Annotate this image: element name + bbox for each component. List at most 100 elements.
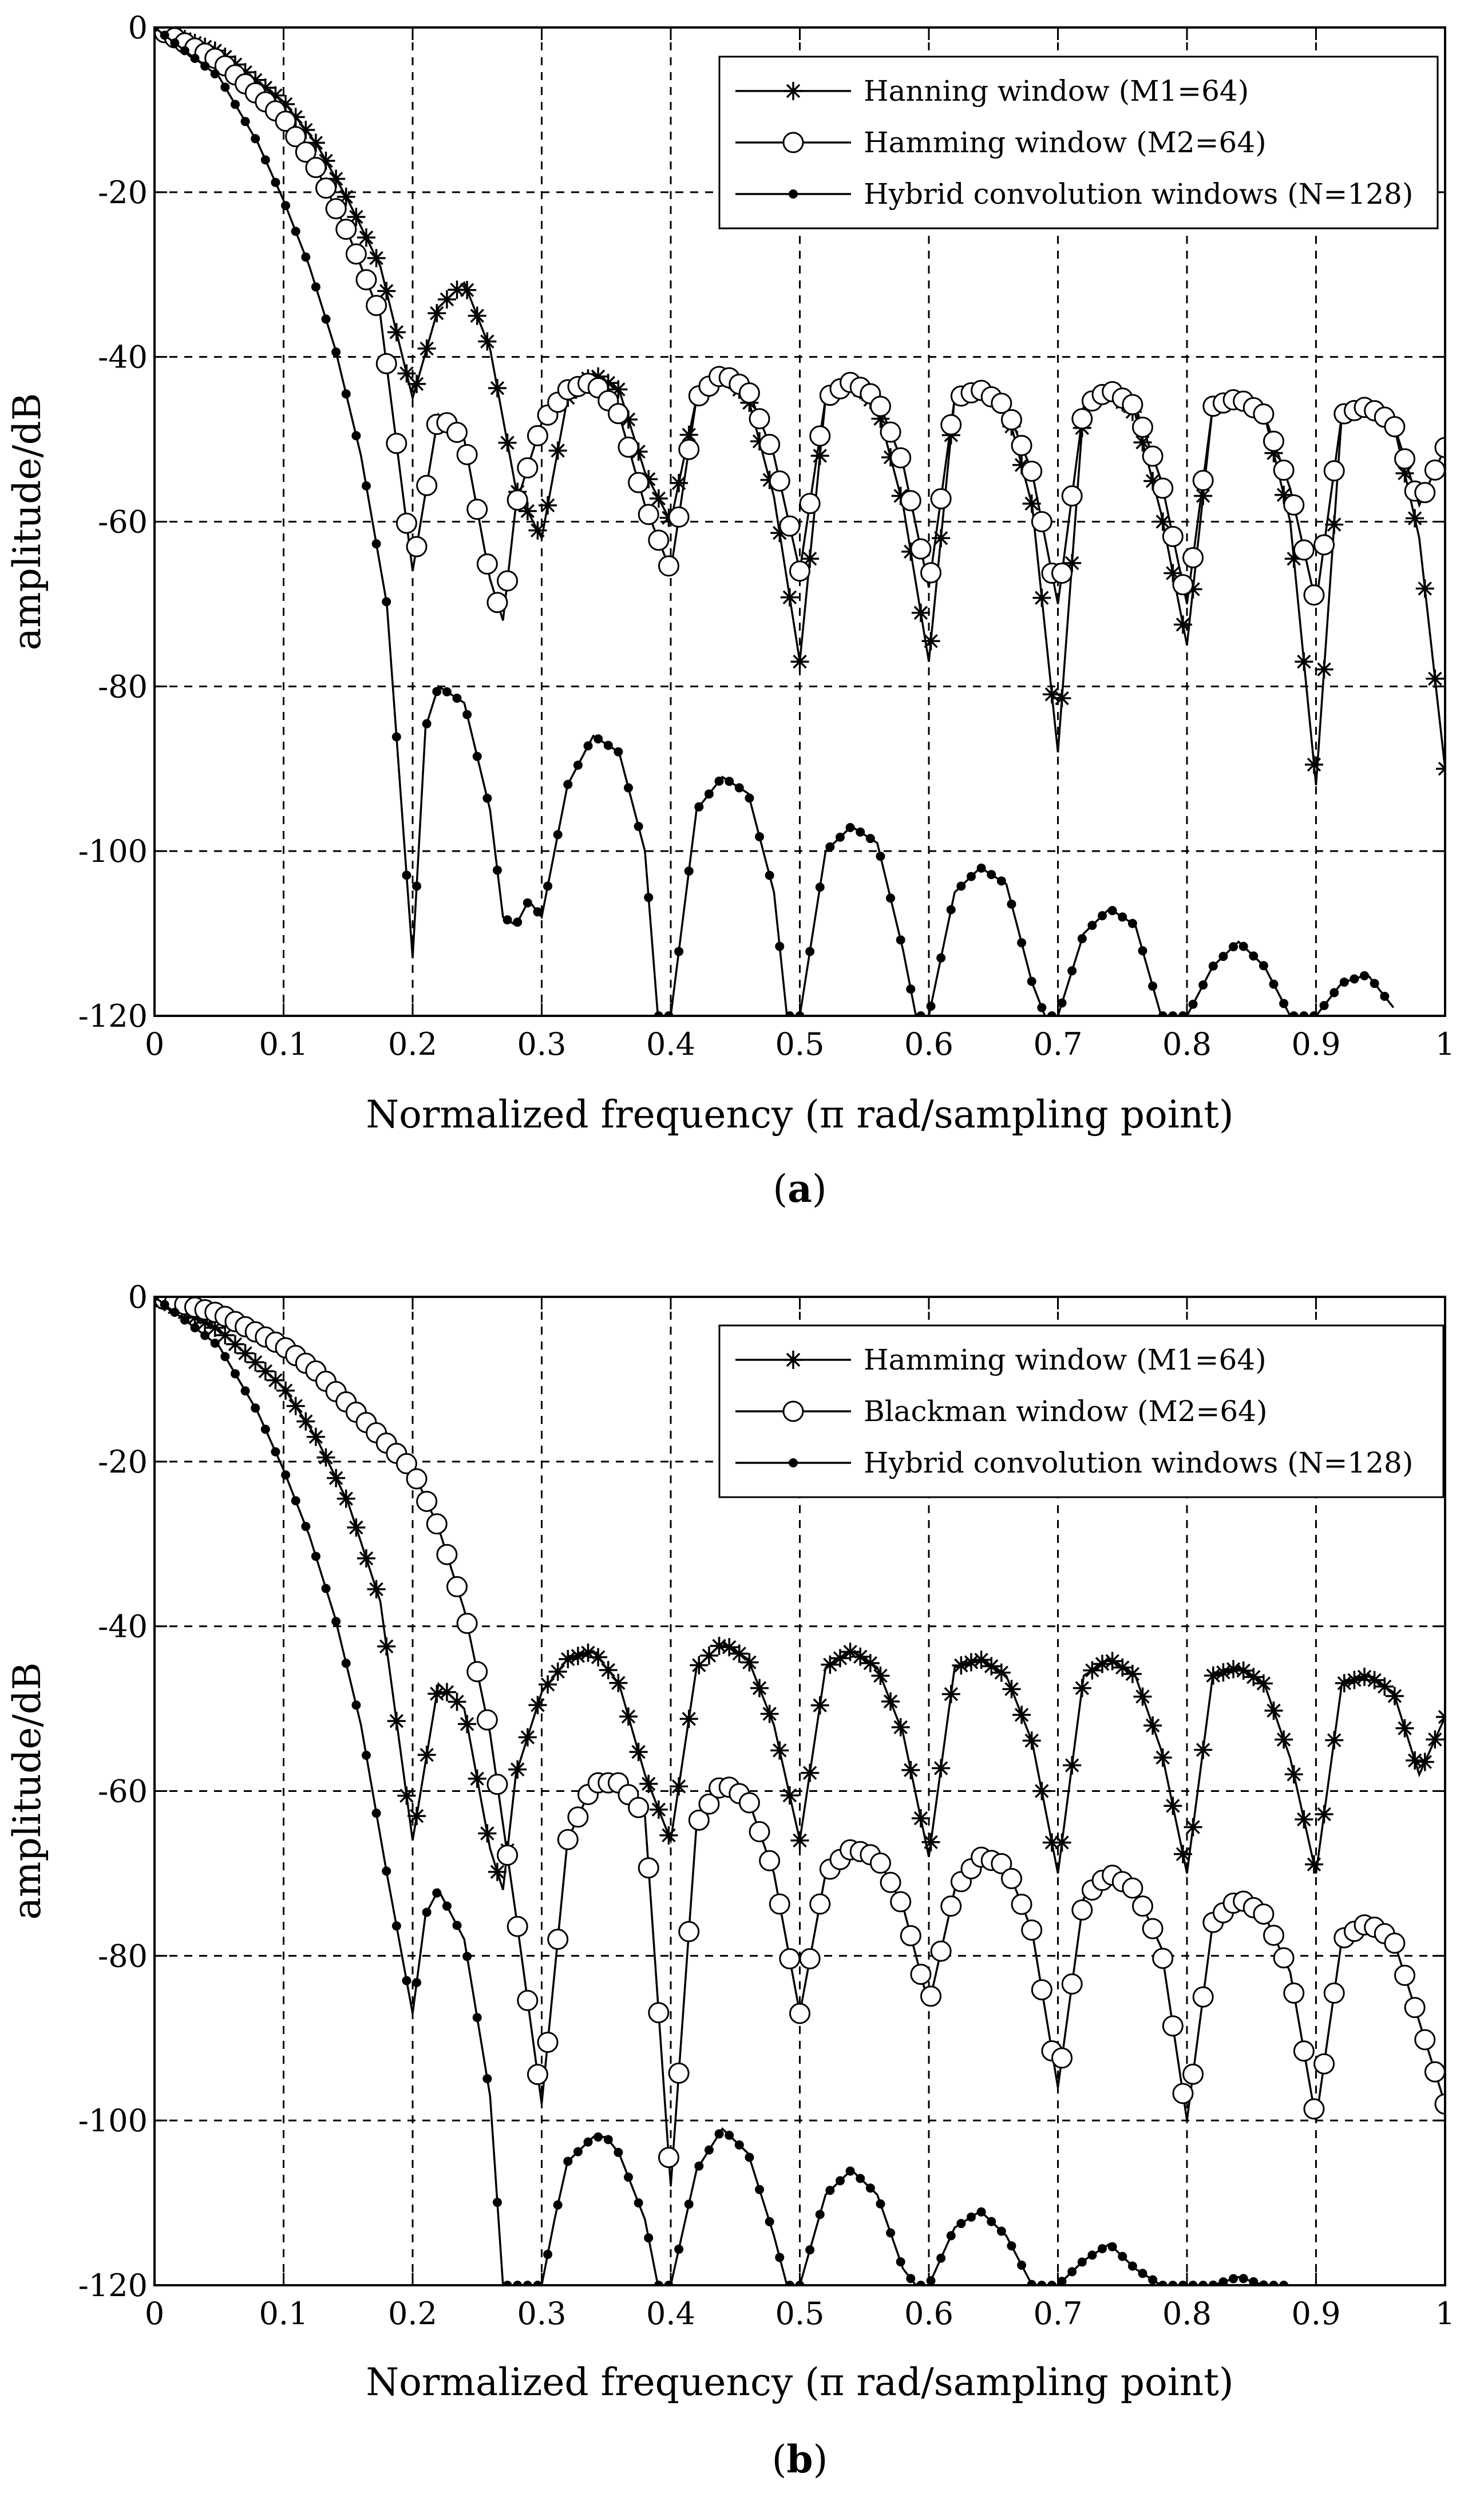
panel-a-data-point: [1164, 564, 1182, 583]
panel-a-data-point: [789, 560, 810, 582]
panel-a-data-point: [1182, 547, 1204, 568]
panel-a-ticks: 0 0.1 0.2 0.3 0.4 0.5 0.6 0.7 0.8 0.9 1 0 -20 -40 -60 -…: [78, 10, 1455, 1062]
panel-a-data-point: [780, 588, 799, 607]
panel-a-data-point: [387, 323, 406, 342]
panel-b-data-point: [603, 2135, 613, 2144]
panel-b-data-point: [801, 1763, 820, 1782]
panel-a-data-point: [230, 100, 240, 109]
panel-b-data-point: [341, 1659, 351, 1668]
panel-a-data-point: [170, 38, 180, 48]
panel-a-data-point: [382, 597, 391, 607]
panel-a-data-point: [341, 389, 351, 399]
panel-a-data-point: [1118, 912, 1127, 922]
panel-b-data-point: [769, 1893, 790, 1915]
panel-a-data-point: [725, 777, 734, 786]
panel-a-data-point: [337, 187, 355, 206]
panel-b-y-tick-label: 0: [128, 1279, 148, 1315]
panel-b-data-point: [462, 1952, 472, 1961]
panel-b-legend-marker: [789, 1458, 798, 1467]
panel-a-data-point: [1415, 579, 1434, 598]
panel-b-x-tick-label: 0.1: [259, 2296, 308, 2332]
panel-a-data-point: [1063, 553, 1082, 572]
panel-b-data-point: [1224, 1660, 1243, 1679]
panel-a-data-point: [1153, 512, 1172, 531]
panel-a-data-point: [251, 134, 260, 144]
panel-a-data-point: [1077, 934, 1087, 944]
panel-a-data-point: [1133, 433, 1152, 452]
panel-b-data-point: [725, 2131, 734, 2140]
panel-a-data-point: [809, 425, 831, 447]
panel-a-data-point: [416, 474, 438, 496]
panel-a-data-point: [871, 409, 890, 428]
panel-b-data-point: [456, 1612, 478, 1634]
panel-b-data-point: [1214, 1663, 1233, 1682]
panel-a-data-point: [573, 760, 583, 770]
panel-a-data-point: [845, 823, 855, 833]
panel-a-data-point: [1283, 494, 1305, 516]
panel-b-data-point: [422, 1908, 432, 1917]
panel-b-data-point: [539, 1675, 557, 1694]
panel-a-data-point: [375, 353, 397, 374]
panel-b-data-point: [321, 1584, 331, 1593]
panel-b-data-point: [856, 2174, 865, 2183]
panel-a-data-point: [1249, 951, 1259, 961]
panel-a-data-point: [513, 917, 523, 927]
panel-a-legend: Hanning window (M1=64) Hamming window (M2…: [718, 56, 1439, 229]
panel-b-data-point: [861, 1653, 880, 1672]
panel-a-data-point: [1122, 394, 1143, 415]
panel-b-data-point: [271, 1447, 280, 1457]
panel-b-data-point: [1395, 1719, 1414, 1738]
panel-a-data-point: [886, 893, 896, 903]
panel-a-x-tick-label: 0.3: [517, 1026, 567, 1062]
panel-b-data-point: [760, 1704, 779, 1723]
panel-a-data-point: [1052, 689, 1071, 708]
panel-b-data-point: [1304, 1855, 1323, 1874]
panel-a-data-point: [678, 438, 700, 460]
panel-b-data-point: [311, 1552, 320, 1561]
panel-b-data-point: [1253, 1903, 1275, 1925]
panel-a-data-point: [900, 490, 921, 512]
panel-b-data-point: [1031, 1979, 1052, 2001]
panel-a-data-point: [1131, 416, 1153, 438]
panel-a-data-point: [1279, 999, 1289, 1008]
panel-b-data-point: [668, 2062, 690, 2084]
panel-a-data-point: [391, 732, 401, 742]
panel-a-data-point: [759, 434, 781, 456]
panel-b-data-point: [281, 1470, 291, 1480]
panel-b-data-point: [946, 2231, 956, 2241]
panel-b-x-tick-label: 0.3: [517, 2296, 567, 2332]
panel-a-caption-letter: a: [787, 1166, 812, 1211]
panel-a-data-point: [355, 269, 377, 291]
panel-b-data-point: [216, 1326, 235, 1345]
panel-b-caption: (b): [772, 2437, 828, 2482]
panel-b-data-point: [991, 1853, 1012, 1874]
panel-b-data-point: [557, 1829, 579, 1850]
panel-a-data-point: [1313, 534, 1335, 556]
panel-a-data-point: [1032, 588, 1051, 607]
panel-a-data-point: [527, 425, 548, 446]
panel-b-data-point: [770, 1741, 789, 1760]
panel-a-data-point: [357, 228, 375, 247]
panel-a-data-point: [260, 155, 270, 165]
panel-b-data-point: [992, 1663, 1011, 1682]
panel-a-data-point: [1188, 999, 1198, 1009]
panel-b-data-point: [1143, 1716, 1162, 1735]
panel-b-y-tick-label: -60: [98, 1774, 148, 1810]
panel-a-data-point: [315, 177, 337, 199]
panel-a-data-point: [458, 280, 477, 299]
panel-b-data-point: [952, 1656, 971, 1675]
panel-a-data-point: [1061, 485, 1083, 507]
panel-a-data-point: [553, 830, 563, 840]
panel-b-data-point: [472, 2013, 482, 2023]
panel-a-data-point: [1406, 509, 1424, 528]
panel-b-data-point: [674, 2245, 684, 2254]
panel-a-data-point: [448, 280, 466, 299]
panel-a-data-point: [1229, 942, 1238, 952]
panel-b-data-point: [573, 2147, 583, 2156]
panel-a-data-point: [160, 30, 169, 40]
panel-b-data-point: [1254, 1674, 1273, 1693]
panel-b-data-point: [900, 1925, 921, 1946]
panel-a-x-tick-label: 0.1: [259, 1026, 308, 1062]
panel-b-data-point: [1238, 2274, 1248, 2284]
panel-b-data-point: [301, 1522, 311, 1532]
